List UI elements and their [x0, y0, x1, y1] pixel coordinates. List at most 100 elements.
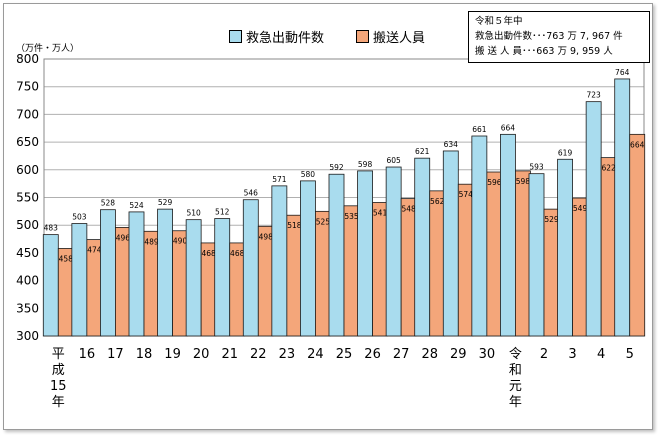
x-tick-label: 21 [221, 347, 238, 362]
bar-dispatch [128, 211, 145, 337]
y-tick-label: 350 [16, 301, 39, 315]
data-label-dispatch: 619 [558, 148, 573, 157]
bar-dispatch [157, 208, 173, 337]
bar-dispatch [385, 166, 402, 337]
data-label-dispatch: 764 [615, 68, 630, 77]
x-tick-label: 30 [479, 347, 496, 362]
data-label-transport: 549 [573, 204, 588, 213]
data-label-dispatch: 503 [72, 213, 87, 222]
bar-dispatch [585, 101, 602, 337]
data-label-transport: 458 [59, 254, 74, 263]
legend-label-dispatch: 救急出動件数 [246, 31, 325, 46]
data-label-dispatch: 605 [386, 156, 401, 165]
y-tick-label: 750 [16, 80, 39, 94]
data-label-dispatch: 661 [472, 125, 487, 134]
x-tick-label: 25 [336, 347, 353, 362]
bar-dispatch [185, 219, 202, 337]
bar-dispatch [500, 133, 516, 337]
x-tick-label: 23 [279, 347, 296, 362]
summary-note-box: 令和５年中 救急出動件数･･･763 万 7, 967 件 搬 送 人 員･･･… [468, 11, 650, 63]
bar-transport [400, 198, 417, 337]
x-tick-label: 3 [568, 347, 576, 362]
data-label-dispatch: 528 [101, 199, 116, 208]
legend-label-transport: 搬送人員 [373, 31, 426, 46]
bar-transport [429, 190, 446, 337]
bar-dispatch [328, 173, 345, 337]
x-tick-label: 27 [393, 347, 410, 362]
y-tick-label: 550 [16, 191, 39, 205]
bar-transport [515, 170, 531, 337]
y-tick-label: 400 [16, 274, 39, 288]
bar-transport [629, 133, 646, 337]
x-tick-label: 29 [450, 347, 467, 362]
note-title: 令和５年中 [475, 16, 523, 27]
x-tick-label: 17 [107, 347, 124, 362]
y-tick-label: 500 [16, 218, 39, 232]
data-label-dispatch: 524 [129, 201, 144, 210]
data-label-transport: 622 [601, 164, 616, 173]
x-tick-label: 26 [364, 347, 381, 362]
data-label-transport: 498 [259, 232, 274, 241]
x-tick-label: 24 [307, 347, 324, 362]
bar-dispatch [357, 170, 373, 337]
bar-transport [286, 214, 303, 337]
data-label-transport: 525 [316, 217, 331, 226]
bar-dispatch [557, 158, 573, 337]
data-label-dispatch: 529 [158, 198, 173, 207]
data-label-transport: 548 [401, 205, 416, 214]
bar-dispatch [414, 157, 431, 337]
bar-dispatch [42, 234, 59, 337]
data-label-transport: 518 [287, 221, 302, 230]
data-label-dispatch: 634 [444, 140, 459, 149]
data-label-dispatch: 512 [215, 208, 230, 217]
bar-dispatch [242, 199, 259, 337]
data-label-dispatch: 580 [301, 170, 316, 179]
data-label-dispatch: 723 [586, 91, 601, 100]
bar-transport [143, 230, 160, 337]
y-tick-label: 650 [16, 135, 39, 149]
bar-dispatch [214, 218, 231, 337]
y-axis-unit-label: （万件・万人） [16, 44, 80, 54]
bar-dispatch [528, 173, 545, 337]
note-dispatch-total: 救急出動件数･･･763 万 7, 967 件 [475, 31, 623, 42]
bar-transport [572, 197, 588, 337]
y-tick-label: 600 [16, 163, 39, 177]
bar-transport [315, 210, 331, 337]
data-label-dispatch: 483 [44, 224, 59, 233]
data-label-dispatch: 571 [272, 175, 287, 184]
x-tick-label: 19 [164, 347, 181, 362]
chart-frame: 300 350 400 450 500 550 600 650 700 750 800 483 458 平… [3, 3, 653, 430]
bar-transport [457, 183, 474, 337]
data-label-transport: 529 [544, 215, 559, 224]
data-label-dispatch: 621 [415, 147, 430, 156]
legend-item-transport: 搬送人員 [356, 27, 425, 46]
data-label-transport: 490 [173, 237, 188, 246]
data-label-dispatch: 664 [501, 123, 516, 132]
data-label-dispatch: 598 [358, 160, 373, 169]
bar-transport [372, 202, 388, 337]
legend-item-dispatch: 救急出動件数 [229, 27, 324, 46]
bar-dispatch [471, 135, 488, 337]
bar-dispatch [442, 150, 459, 337]
data-label-transport: 474 [87, 246, 102, 255]
legend-swatch-dispatch [229, 30, 242, 43]
data-label-dispatch: 593 [529, 163, 544, 172]
data-label-transport: 562 [430, 197, 445, 206]
data-label-transport: 468 [201, 249, 216, 258]
y-tick-label: 450 [16, 246, 39, 260]
data-label-transport: 596 [487, 178, 502, 187]
x-tick-label: 4 [597, 347, 605, 362]
data-label-transport: 574 [459, 190, 474, 199]
bar-dispatch [271, 185, 288, 337]
x-tick-label: 22 [250, 347, 267, 362]
data-label-dispatch: 510 [186, 209, 201, 218]
bar-chart: 300 350 400 450 500 550 600 650 700 750 800 483 458 平… [16, 52, 646, 410]
data-label-transport: 496 [116, 233, 131, 242]
bar-transport [115, 227, 131, 337]
bar-transport [543, 208, 560, 337]
bar-dispatch [614, 78, 631, 337]
bar-transport [600, 157, 617, 337]
data-label-dispatch: 592 [329, 163, 344, 172]
bar-transport [257, 225, 274, 337]
bar-transport [172, 230, 188, 337]
